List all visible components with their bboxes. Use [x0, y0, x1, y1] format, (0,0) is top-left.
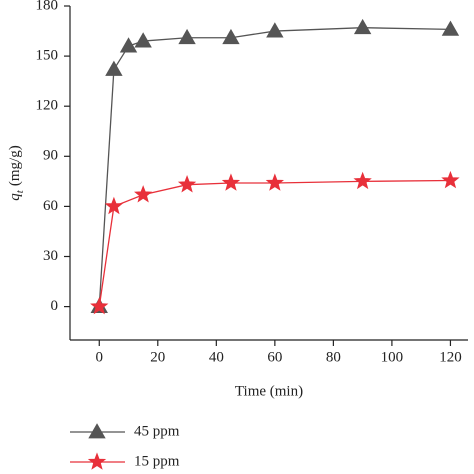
y-label-symbol: q: [7, 193, 23, 201]
triangle-marker: [441, 20, 460, 36]
y-axis-label: qt (mg/g): [7, 145, 25, 200]
triangle-marker: [353, 18, 372, 35]
triangle-marker: [266, 22, 284, 38]
x-tick-label: 40: [209, 349, 224, 365]
star-marker: [265, 173, 285, 191]
x-tick-label: 60: [267, 349, 282, 365]
legend-marker: [87, 452, 107, 470]
series-line: [98, 179, 451, 307]
legend-label: 45 ppm: [134, 423, 180, 439]
x-tick-label: 0: [96, 349, 104, 365]
x-tick-label: 80: [326, 349, 341, 365]
triangle-marker: [222, 28, 240, 45]
legend-label: 15 ppm: [134, 453, 180, 469]
y-tick-label: 90: [43, 148, 58, 164]
x-tick-label: 120: [439, 349, 462, 365]
star-marker: [90, 296, 109, 315]
legend-marker: [88, 423, 106, 439]
star-marker: [104, 196, 124, 215]
triangle-marker: [134, 32, 152, 48]
y-tick-label: 0: [51, 298, 59, 314]
triangle-marker: [178, 28, 196, 45]
x-tick-label: 100: [381, 349, 404, 365]
star-marker: [221, 173, 241, 191]
y-tick-label: 60: [43, 198, 58, 214]
y-tick-label: 30: [43, 248, 58, 264]
star-marker: [134, 185, 153, 203]
y-tick-label: 180: [36, 0, 59, 13]
y-tick-label: 120: [36, 98, 59, 114]
star-marker: [353, 171, 372, 190]
series-line: [98, 27, 451, 307]
triangle-marker: [105, 60, 123, 76]
star-marker: [441, 170, 460, 189]
x-axis-label: Time (min): [235, 383, 303, 399]
triangle-marker: [119, 37, 138, 53]
y-label-subscript: t: [14, 189, 26, 193]
y-tick-label: 150: [36, 48, 59, 64]
y-label-unit: (mg/g): [7, 145, 23, 186]
x-tick-label: 20: [150, 349, 165, 365]
star-marker: [177, 175, 197, 193]
